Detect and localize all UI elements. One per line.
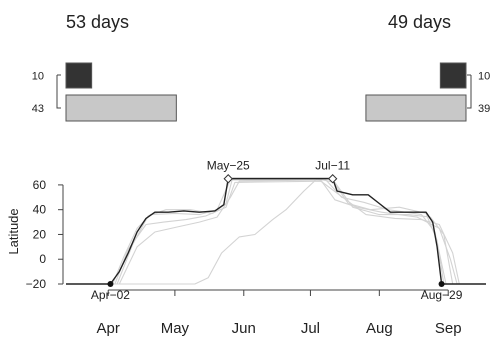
annotation-marker <box>107 281 114 287</box>
duration-bar <box>65 94 177 122</box>
y-tick-label: 0 <box>39 252 46 266</box>
duration-bracket <box>467 74 472 109</box>
annotation: Aug−29 <box>421 281 463 302</box>
x-tick-label: Sep <box>435 320 462 337</box>
duration-panels: 53 days 10 43 49 days 10 39 <box>32 12 490 122</box>
duration-bar-value: 39 <box>478 103 490 115</box>
duration-bar <box>65 62 93 89</box>
background-track-line <box>66 178 486 285</box>
x-tick-label: Apr <box>97 320 120 337</box>
background-track-line <box>66 179 486 285</box>
y-tick-label: 40 <box>33 203 47 217</box>
x-tick-label: Aug <box>366 320 393 337</box>
axes: 60 40 20 0 −20 Latitude Apr May Jun Jul Aug Sep <box>6 178 462 337</box>
duration-bar-value: 10 <box>32 71 44 83</box>
annotation-marker <box>327 174 338 184</box>
duration-bar <box>365 94 467 122</box>
x-tick-label: Jun <box>232 320 256 337</box>
annotation-label: Jul−11 <box>315 159 350 173</box>
duration-panel-right: 49 days 10 39 <box>365 12 490 122</box>
annotation-label: Aug−29 <box>421 288 463 302</box>
date-annotations: Apr−02 May−25 Jul−11 Aug−29 <box>91 159 463 302</box>
annotation-label: Apr−02 <box>91 288 130 302</box>
background-track-line <box>66 180 486 285</box>
background-track-line <box>66 176 486 285</box>
annotation: May−25 <box>207 159 250 184</box>
duration-bar-value: 10 <box>478 71 490 83</box>
duration-bar <box>439 62 467 89</box>
series-lines <box>66 176 486 285</box>
duration-days-label: 49 days <box>388 12 451 32</box>
annotation-label: May−25 <box>207 159 250 173</box>
duration-bracket <box>56 74 61 109</box>
highlight-track-line <box>66 177 486 285</box>
y-tick-label: 60 <box>33 178 47 192</box>
y-tick-label: −20 <box>26 277 47 291</box>
duration-bar-value: 43 <box>32 103 44 115</box>
duration-days-label: 53 days <box>66 12 129 32</box>
y-axis-label: Latitude <box>6 208 21 254</box>
duration-panel-left: 53 days 10 43 <box>32 12 177 122</box>
annotation: Jul−11 <box>315 159 350 184</box>
y-tick-label: 20 <box>33 227 47 241</box>
x-tick-label: Jul <box>301 320 320 337</box>
x-tick-label: May <box>161 320 190 337</box>
annotation-marker <box>223 174 233 184</box>
annotation: Apr−02 <box>91 281 130 302</box>
annotation-marker <box>438 281 445 287</box>
background-track-line <box>66 179 486 285</box>
